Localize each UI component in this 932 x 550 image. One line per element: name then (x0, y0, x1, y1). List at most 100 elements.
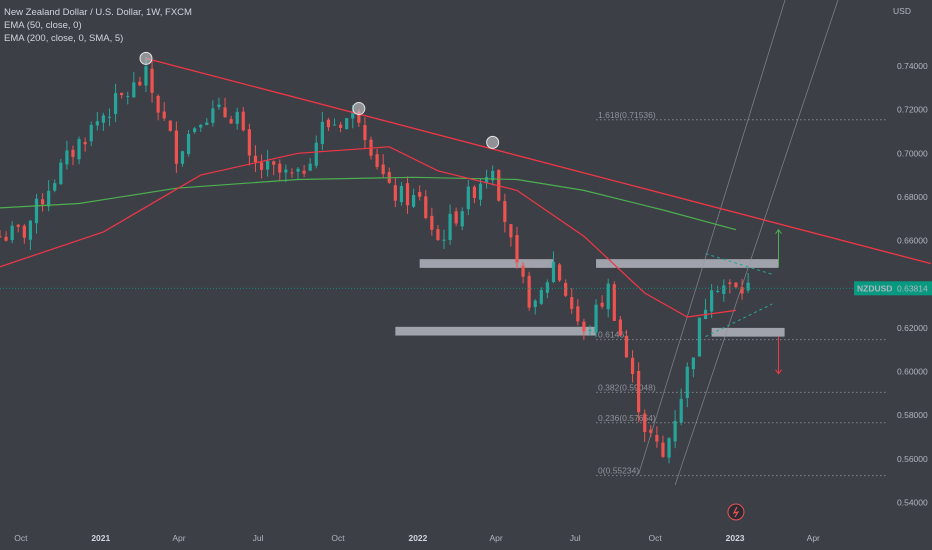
candle-down (259, 162, 264, 170)
candle-up (722, 285, 726, 295)
candle-down (405, 183, 410, 206)
candle-up (59, 162, 63, 185)
candle-up (746, 282, 750, 291)
candle-up (332, 124, 337, 126)
candle-up (296, 168, 300, 172)
candle-down (436, 229, 440, 241)
candle-down (430, 215, 434, 230)
candle-down (600, 302, 604, 307)
candle-up (193, 128, 197, 133)
price-tick-label: 0.66000 (897, 236, 928, 246)
candle-up (551, 261, 556, 283)
candle-down (734, 282, 738, 288)
time-tick-label: Oct (14, 533, 28, 543)
candle-up (65, 150, 69, 165)
candle-down (381, 164, 385, 175)
candle-down (618, 319, 622, 336)
zones (395, 259, 785, 337)
candle-down (326, 119, 331, 128)
candle-up (478, 183, 483, 200)
arrow-head-down (775, 369, 782, 375)
fib-label: 0.61461 (598, 330, 629, 340)
candle-down (637, 370, 641, 413)
candle-up (484, 176, 489, 184)
candle-up (89, 124, 93, 142)
candle-down (643, 413, 647, 433)
candle-down (612, 284, 616, 321)
ema50-label[interactable]: EMA (50, close, 0) (4, 20, 82, 31)
time-tick-label: Jul (253, 533, 264, 543)
time-tick-label: Apr (490, 533, 503, 543)
ema200-label[interactable]: EMA (200, close, 0, SMA, 5) (4, 33, 124, 44)
candle-down (71, 149, 75, 157)
price-tick-label: 0.62000 (897, 323, 928, 333)
candle-up (126, 95, 130, 97)
candle-down (229, 119, 233, 124)
candle-down (576, 306, 580, 322)
candle-down (454, 211, 458, 224)
candle-down (472, 186, 477, 198)
candle-up (107, 116, 112, 118)
candle-down (150, 68, 154, 93)
last-price-symbol: NZDUSD (857, 283, 892, 293)
fib-label: 0(0.55234) (598, 466, 639, 476)
candle-up (460, 211, 464, 227)
candle-down (162, 111, 166, 119)
ema50-line (0, 146, 736, 318)
fib-label: 0.382(0.59048) (598, 382, 656, 392)
candle-up (691, 357, 695, 370)
candle-up (716, 290, 720, 292)
candle-up (132, 82, 136, 98)
candle-up (320, 121, 324, 144)
candle-down (174, 130, 178, 164)
fib-label: 0.236(0.57654) (598, 413, 656, 423)
channel-line (638, 0, 786, 475)
candle-down (138, 81, 142, 86)
candle-down (16, 224, 20, 227)
support-zone (711, 327, 785, 337)
last-price-value: 0.63814 (897, 283, 928, 293)
candle-down (302, 170, 306, 174)
time-axis[interactable]: Oct 2021 Apr Jul Oct 2022 Apr Jul Oct 2023 Apr (14, 533, 820, 543)
candle-down (278, 163, 282, 173)
candle-down (168, 120, 172, 131)
candle-down (339, 124, 343, 128)
trendline (145, 57, 931, 265)
candle-down (582, 321, 586, 332)
candle-up (77, 139, 81, 160)
candle-down (247, 129, 251, 156)
moving-averages (0, 146, 737, 318)
candle-down (375, 154, 379, 168)
candle-down (22, 225, 26, 238)
drawings (0, 51, 931, 521)
candle-up (345, 118, 349, 130)
candle-down (4, 236, 8, 241)
resistance-zone (596, 259, 779, 268)
last-price-badge (854, 281, 932, 296)
candle-down (515, 235, 519, 263)
candle-down (649, 429, 653, 433)
candle-up (442, 239, 446, 241)
candle-down (241, 111, 245, 131)
candle-down (40, 199, 45, 205)
candle-down (223, 107, 227, 118)
candle-up (399, 185, 404, 203)
candle-up (606, 283, 610, 310)
candle-up (186, 133, 191, 155)
candle-down (290, 172, 294, 174)
time-tick-label: Oct (331, 533, 345, 543)
swing-high-marker (139, 51, 153, 65)
price-tick-label: 0.74000 (897, 61, 928, 71)
candle-down (272, 161, 276, 165)
price-axis[interactable]: USD 0.74000 0.72000 0.70000 0.68000 0.66000 0.… (854, 6, 932, 508)
candle-up (314, 142, 318, 166)
swing-high-marker (486, 135, 500, 149)
resistance-zone (419, 259, 554, 268)
candle-up (679, 398, 683, 423)
symbol-title[interactable]: New Zealand Dollar / U.S. Dollar, 1W, FX… (4, 7, 192, 18)
candle-down (83, 142, 87, 145)
candle-up (697, 317, 702, 357)
